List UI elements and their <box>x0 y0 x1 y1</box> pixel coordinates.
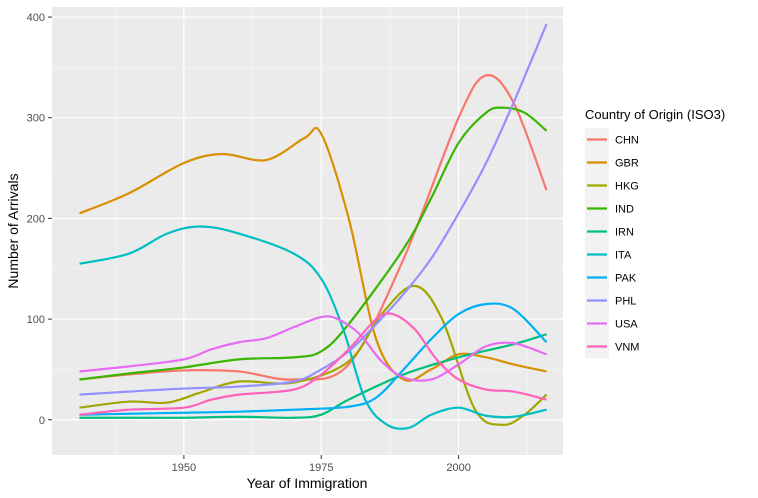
series-line-ind <box>79 106 548 381</box>
legend-label: PHL <box>615 296 636 308</box>
x-axis-title: Year of Immigration <box>247 475 368 491</box>
y-tick-label: 300 <box>27 113 45 125</box>
legend-label: IND <box>615 204 634 216</box>
y-tick-label: 400 <box>27 12 45 24</box>
legend-label: HKG <box>615 181 639 193</box>
series-line-pak <box>79 302 548 416</box>
x-tick-label: 1950 <box>172 462 196 474</box>
legend-title: Country of Origin (ISO3) <box>585 107 725 122</box>
legend-label: VNM <box>615 342 639 354</box>
y-axis: 0 100 200 300 400 <box>27 12 52 427</box>
series-line-usa <box>79 315 547 382</box>
legend-label: PAK <box>615 273 637 285</box>
legend-label: GBR <box>615 158 639 170</box>
legend: Country of Origin (ISO3) CHN GBR HKG IND IRN… <box>585 107 725 358</box>
series-line-gbr <box>79 126 547 382</box>
series-lines <box>79 23 548 430</box>
y-tick-label: 0 <box>39 415 45 427</box>
grid-lines <box>52 7 563 455</box>
y-tick-label: 200 <box>27 213 45 225</box>
y-axis-title: Number of Arrivals <box>5 173 21 288</box>
legend-label: ITA <box>615 250 632 262</box>
legend-label: USA <box>615 319 638 331</box>
x-tick-label: 2000 <box>446 462 470 474</box>
x-tick-label: 1975 <box>309 462 333 474</box>
plot-panel <box>52 7 563 455</box>
series-line-ita <box>79 225 547 430</box>
y-tick-label: 100 <box>27 314 45 326</box>
legend-label: CHN <box>615 135 639 147</box>
series-line-vnm <box>79 312 547 416</box>
series-line-phl <box>79 23 548 396</box>
x-axis: 1950 1975 2000 <box>172 455 471 474</box>
legend-label: IRN <box>615 227 634 239</box>
